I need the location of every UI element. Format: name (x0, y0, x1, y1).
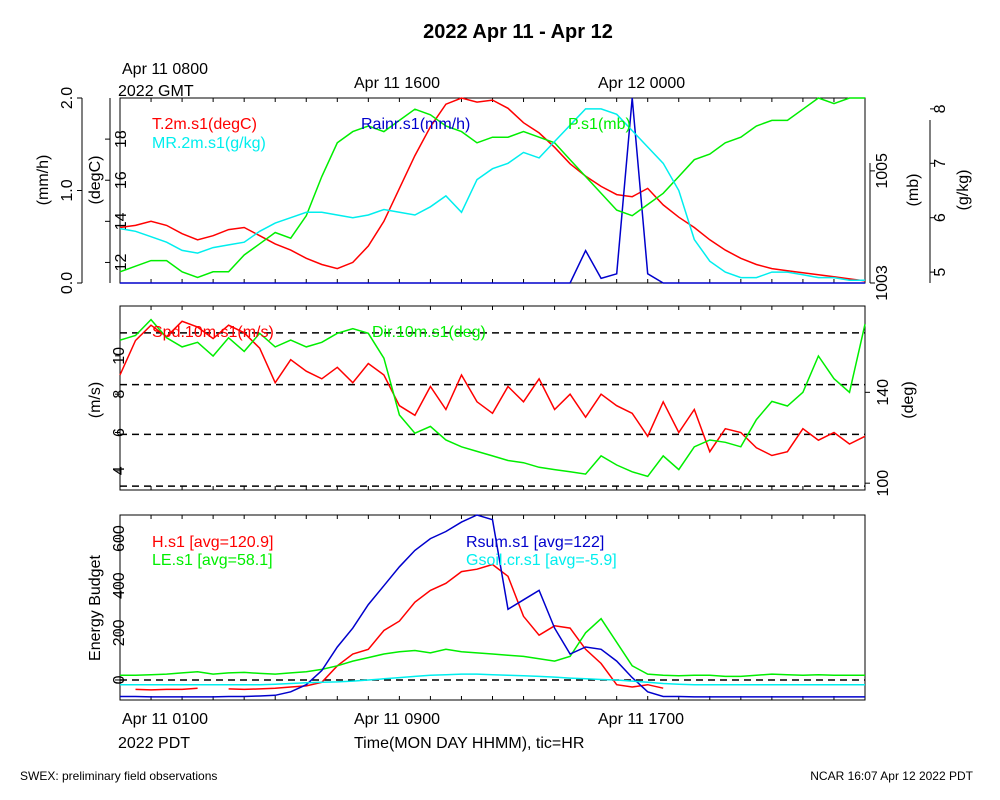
bottom-left-tick-label: 400 (111, 572, 128, 599)
legend-series-average: [avg=120.9] (185, 534, 274, 551)
top-left-inner-tick-label: 16 (113, 171, 130, 189)
middle-legend-entry: Spd.10m.s1(m/s) (152, 324, 274, 341)
top-left-inner-axis-label: (degC) (87, 156, 104, 205)
plot-area: 0.0 1.0 2.0 12 14 16 18 1003 1005 5 6 7 8 (mm/h) (degC… (35, 87, 972, 701)
top-left-outer-axis-label: (mm/h) (35, 155, 52, 206)
series-line-3 (120, 673, 865, 686)
middle-left-tick-label: 10 (111, 347, 128, 365)
top-legend-entry: T.2m.s1(degC) (152, 116, 257, 133)
top-left-outer-tick-label: 1.0 (59, 179, 76, 201)
bottom-time-label: Apr 11 0900 (354, 711, 440, 728)
top-left-inner-tick-label: 14 (113, 212, 130, 230)
middle-left-tick-label: 4 (111, 466, 128, 475)
x-axis-label: Time(MON DAY HHMM), tic=HR (354, 735, 584, 752)
series-line-2 (119, 97, 865, 279)
top-left-inner-tick-label: 12 (113, 253, 130, 271)
top-time-label: Apr 12 0000 (598, 75, 685, 92)
chart-title: 2022 Apr 11 - Apr 12 (423, 21, 613, 43)
bottom-legend-entry: H.s1 [avg=120.9] (152, 534, 273, 551)
series-line-0 (119, 97, 866, 282)
legend-series-average: [avg=122] (529, 534, 604, 551)
top-left-inner-tick-label: 18 (113, 130, 130, 148)
top-legend-entry: P.s1(mb) (568, 116, 631, 133)
series-line-0 (135, 563, 664, 691)
middle-right-axis-label: (deg) (900, 381, 917, 418)
bottom-left-tick-label: 600 (111, 525, 128, 552)
top-right-outer-tick-label: 8 (932, 104, 949, 113)
middle-right-tick-label: 140 (875, 379, 892, 406)
legend-series-name: Gsoil.cr.s1 (466, 552, 541, 569)
middle-left-tick-label: 8 (111, 390, 128, 399)
legend-series-name: H.s1 (152, 534, 185, 551)
top-time-label: Apr 11 1600 (354, 75, 440, 92)
legend-series-name: LE.s1 (152, 552, 193, 569)
bottom-time-label: 2022 PDT (118, 735, 190, 752)
top-left-outer-tick-label: 0.0 (59, 272, 76, 294)
middle-left-axis-label: (m/s) (87, 382, 104, 418)
bottom-time-label: Apr 11 0100 (122, 711, 208, 728)
series-line-3 (119, 108, 865, 282)
series-line-1 (119, 318, 866, 478)
top-right-inner-tick-label: 1003 (874, 265, 891, 301)
footer-right: NCAR 16:07 Apr 12 2022 PDT (810, 769, 973, 783)
series-line-1 (120, 617, 865, 678)
top-legend-entry: MR.2m.s1(g/kg) (152, 135, 266, 152)
bottom-left-axis-label: Energy Budget (87, 555, 104, 661)
top-right-outer-axis-label: (g/kg) (955, 170, 972, 211)
bottom-time-label: Apr 11 1700 (598, 711, 684, 728)
top-left-outer-tick-label: 2.0 (59, 87, 76, 109)
legend-series-average: [avg=-5.9] (541, 552, 617, 569)
middle-left-tick-label: 6 (111, 428, 128, 437)
bottom-legend-entry: LE.s1 [avg=58.1] (152, 552, 273, 569)
middle-right-tick-label: 100 (875, 470, 892, 497)
bottom-left-tick-label: 0 (111, 675, 128, 684)
top-right-inner-tick-label: 1005 (874, 153, 891, 189)
middle-legend-entry: Dir.10m.s1(deg) (372, 324, 486, 341)
top-time-label: Apr 11 0800 (122, 61, 208, 78)
series-line-0 (119, 320, 866, 457)
legend-series-name: Rsum.s1 (466, 534, 529, 551)
bottom-left-tick-label: 200 (111, 619, 128, 646)
top-right-inner-axis-label: (mb) (905, 174, 922, 207)
top-right-outer-tick-label: 7 (932, 159, 949, 168)
bottom-legend-entry: Gsoil.cr.s1 [avg=-5.9] (466, 552, 617, 569)
footer-left: SWEX: preliminary field observations (20, 769, 217, 783)
bottom-legend-entry: Rsum.s1 [avg=122] (466, 534, 604, 551)
legend-series-average: [avg=58.1] (193, 552, 273, 569)
top-legend-entry: Rainr.s1(mm/h) (361, 116, 470, 133)
top-right-outer-tick-label: 5 (932, 268, 949, 277)
top-time-label: 2022 GMT (118, 83, 194, 100)
series-line-1 (120, 97, 865, 284)
series-line-2 (120, 514, 865, 698)
top-right-outer-tick-label: 6 (932, 213, 949, 222)
